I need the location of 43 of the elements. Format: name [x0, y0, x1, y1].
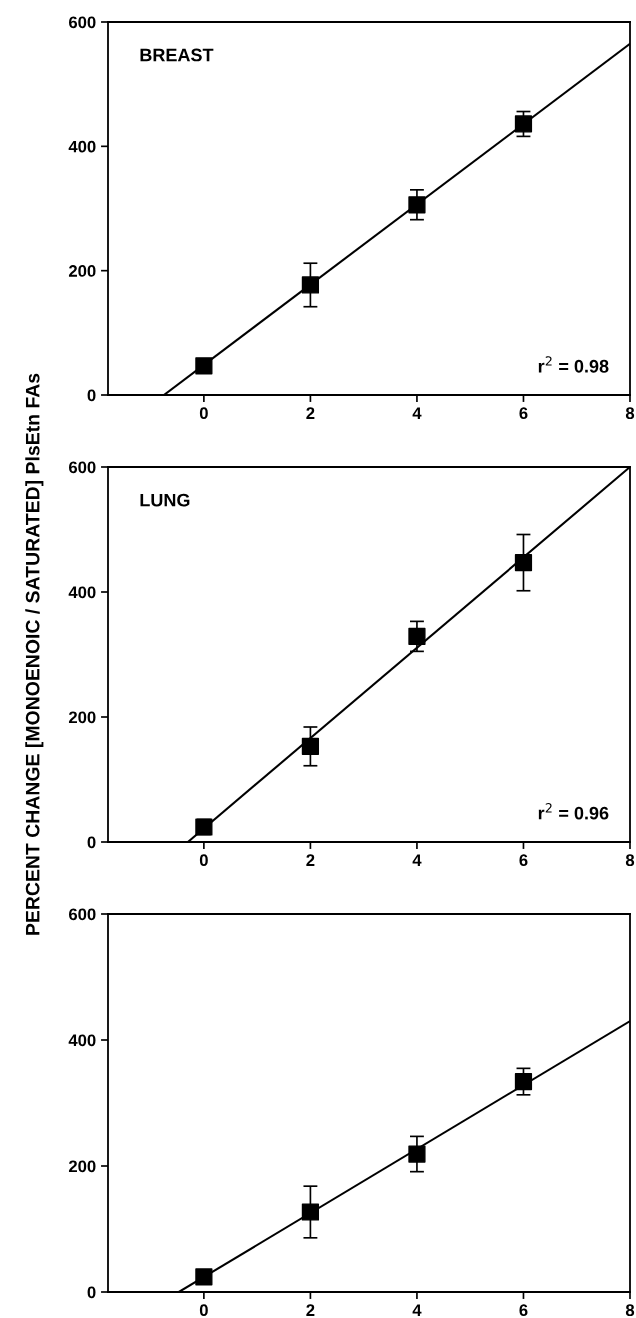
x-tick-label: 4	[412, 1304, 422, 1316]
y-tick-label: 0	[87, 836, 96, 849]
point	[408, 627, 426, 645]
x-tick-label: 8	[625, 407, 635, 420]
x-tick-label: 0	[199, 407, 208, 420]
x-tick-label: 6	[519, 854, 528, 867]
y-tick-label: 400	[68, 1034, 96, 1047]
x-tick-label: 4	[412, 854, 422, 866]
y-tick-label: 400	[68, 586, 96, 599]
point	[514, 1072, 533, 1091]
y-tick-label: 200	[68, 265, 96, 277]
x-tick-label: 6	[519, 1304, 528, 1317]
annotation: BREAST	[140, 48, 214, 62]
x-tick-label: 2	[306, 1304, 315, 1316]
y-tick-label: 600	[69, 908, 96, 921]
x-tick-label: 0	[199, 1304, 208, 1317]
y-tick-label: 0	[87, 389, 96, 402]
point	[195, 357, 213, 375]
x-tick-label: 2	[306, 854, 315, 866]
x-tick-label: 8	[625, 1304, 635, 1317]
point	[301, 1203, 320, 1221]
y-tick-label: 600	[69, 461, 96, 474]
point	[514, 115, 533, 133]
y-tick-label: 400	[68, 140, 96, 153]
annotation: LUNG	[140, 493, 190, 507]
point	[408, 196, 426, 214]
x-tick-label: 4	[412, 407, 422, 419]
x-tick-label: 8	[625, 854, 635, 867]
point	[301, 737, 320, 755]
annotation: r$^{2}$ = 0.96	[538, 803, 609, 820]
x-tick-label: 0	[199, 854, 208, 867]
point	[301, 276, 320, 294]
point	[408, 1145, 426, 1163]
annotation: r$^{2}$ = 0.98	[538, 356, 609, 373]
y-axis-title: PERCENT CHANGE [MONOENOIC / SATURATED] PlsEtn FAs	[25, 373, 44, 935]
y-tick-label: 600	[69, 16, 96, 29]
x-tick-label: 6	[519, 407, 528, 420]
y-tick-label: 200	[68, 1160, 96, 1173]
y-tick-label: 200	[68, 711, 96, 724]
x-tick-label: 2	[306, 407, 315, 419]
point	[195, 1268, 213, 1286]
point	[514, 554, 533, 572]
y-tick-label: 0	[87, 1286, 96, 1299]
